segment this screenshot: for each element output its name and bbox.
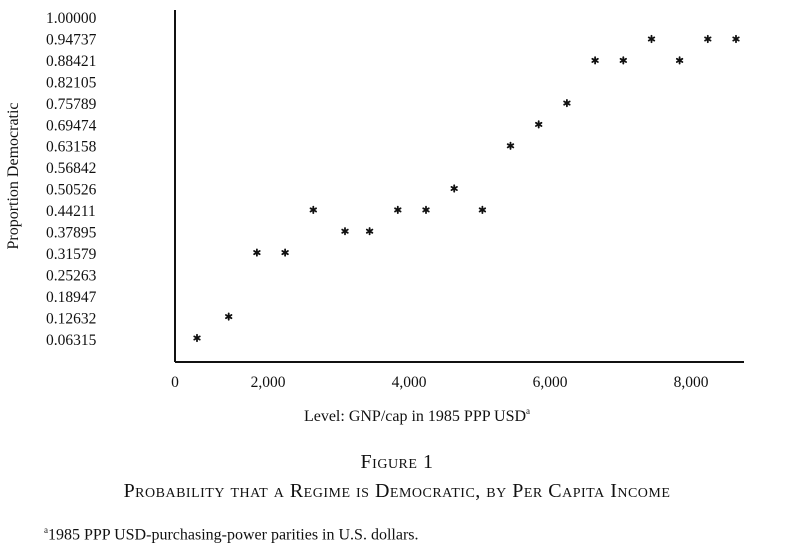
data-point [675,56,684,65]
x-tick-label: 8,000 [674,374,709,391]
y-tick-label: 0.88421 [46,53,96,70]
data-point [506,141,515,150]
y-axis-title: Proportion Democratic [5,102,22,249]
x-axis-title-text: Level: GNP/cap in 1985 PPP USD [304,408,526,425]
data-point [422,205,430,214]
data-point [535,120,543,129]
y-tick-label: 1.00000 [46,10,97,27]
y-tick-label: 0.06315 [46,332,97,349]
scatter-chart: 1.00000 0.94737 0.88421 0.82105 0.75789 0.694… [5,10,744,425]
footnote-text-3: -purchasing-power parities in U.S. dolla… [146,526,419,544]
y-tick-label: 0.75789 [46,96,97,113]
y-tick-label: 0.56842 [46,160,96,177]
data-point [704,34,712,44]
y-tick-label: 0.37895 [46,225,97,242]
x-tick-label: 2,000 [251,374,286,391]
footnote-text-2: PPP USD [84,526,147,544]
y-tick-label: 0.63158 [46,139,97,156]
x-axis-title: Level: GNP/cap in 1985 PPP USDa [304,406,530,425]
y-tick-label: 0.50526 [46,182,97,199]
x-axis-ticks: 0 2,000 4,000 6,000 8,000 [171,374,709,391]
data-point [478,205,487,214]
x-axis-title-note-marker: a [526,406,530,416]
data-point [309,205,317,214]
y-tick-label: 0.94737 [46,31,97,48]
data-point [450,184,458,193]
y-tick-label: 0.12632 [46,310,96,327]
y-tick-label: 0.31579 [46,246,97,263]
footnote: a1985 PPP USD-purchasing-power parities … [44,525,419,544]
data-point [253,248,261,257]
y-axis-ticks: 1.00000 0.94737 0.88421 0.82105 0.75789 0.694… [46,10,97,349]
data-point [591,56,599,65]
data-point [281,248,289,257]
y-tick-label: 0.18947 [46,289,97,306]
data-point [647,34,656,44]
figure-label: Figure 1 [360,451,434,473]
y-tick-label: 0.69474 [46,117,97,134]
x-tick-label: 4,000 [392,374,427,391]
data-point [193,333,201,343]
footnote-text-1: 1985 [48,526,84,544]
figure-title: Probability that a Regime is Democratic,… [123,480,671,502]
y-tick-label: 0.44211 [46,203,96,220]
x-tick-label: 0 [171,374,179,391]
data-points [193,34,740,343]
data-point [394,205,402,214]
data-point [341,227,349,236]
footnote-marker: a [44,525,48,535]
y-tick-label: 0.82105 [46,74,97,91]
data-point [365,227,374,236]
data-point [563,98,571,108]
data-point [619,56,627,65]
y-tick-label: 0.25263 [46,267,97,284]
x-tick-label: 6,000 [533,374,568,391]
data-point [732,34,740,44]
data-point [225,312,233,321]
